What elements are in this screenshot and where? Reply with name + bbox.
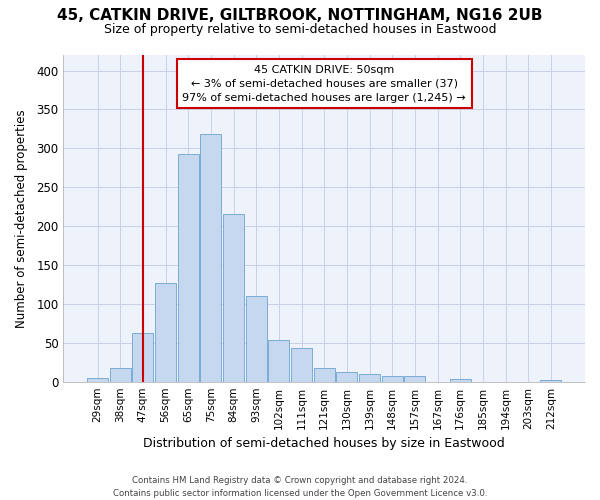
Bar [223, 214, 244, 382]
Bar [337, 372, 358, 382]
Bar [382, 376, 403, 382]
Bar [133, 334, 154, 382]
Bar [200, 134, 221, 382]
Text: Contains HM Land Registry data © Crown copyright and database right 2024.
Contai: Contains HM Land Registry data © Crown c… [113, 476, 487, 498]
Bar [246, 296, 266, 382]
Bar [155, 283, 176, 382]
Bar [110, 368, 131, 382]
Bar [404, 376, 425, 382]
X-axis label: Distribution of semi-detached houses by size in Eastwood: Distribution of semi-detached houses by … [143, 437, 505, 450]
Text: 45, CATKIN DRIVE, GILTBROOK, NOTTINGHAM, NG16 2UB: 45, CATKIN DRIVE, GILTBROOK, NOTTINGHAM,… [57, 8, 543, 22]
Bar [541, 380, 561, 382]
Bar [87, 378, 108, 382]
Y-axis label: Number of semi-detached properties: Number of semi-detached properties [15, 109, 28, 328]
Text: Size of property relative to semi-detached houses in Eastwood: Size of property relative to semi-detach… [104, 22, 496, 36]
Bar [268, 340, 289, 382]
Bar [178, 154, 199, 382]
Bar [291, 348, 312, 382]
Bar [359, 374, 380, 382]
Text: 45 CATKIN DRIVE: 50sqm
← 3% of semi-detached houses are smaller (37)
97% of semi: 45 CATKIN DRIVE: 50sqm ← 3% of semi-deta… [182, 65, 466, 103]
Bar [450, 380, 470, 382]
Bar [314, 368, 335, 382]
